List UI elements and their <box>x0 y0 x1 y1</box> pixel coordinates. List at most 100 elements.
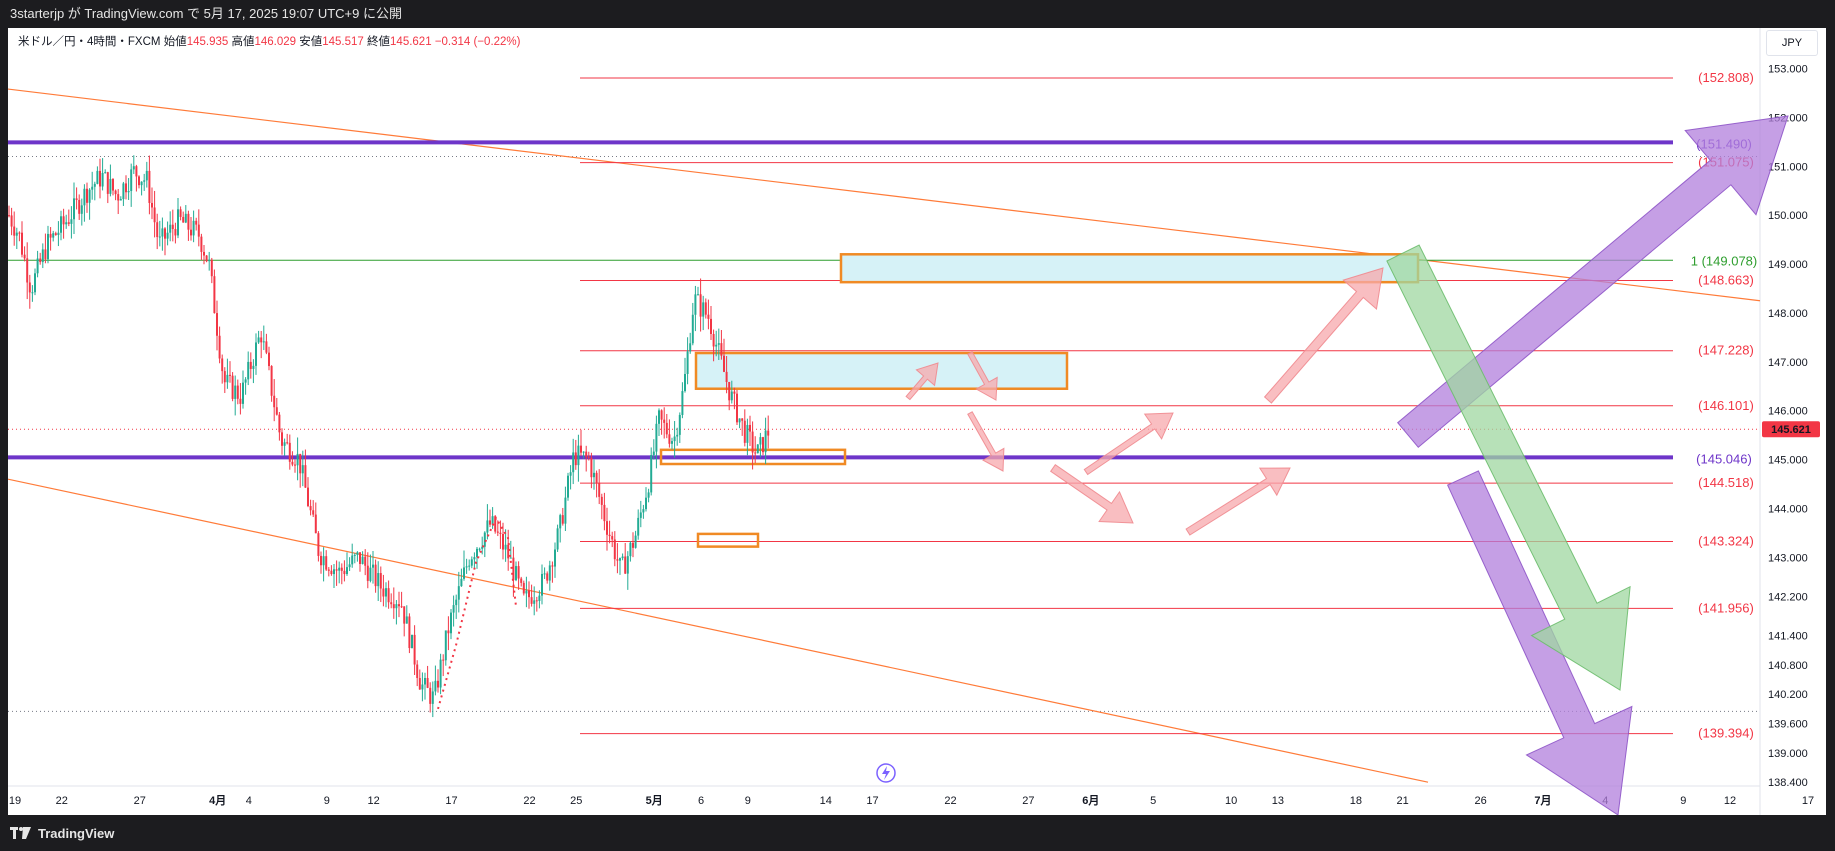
level-label: (144.518) <box>1698 475 1754 490</box>
candle-body <box>296 453 299 466</box>
projection-arrow-down <box>1050 464 1134 524</box>
candle-body <box>320 555 322 566</box>
candle-body <box>504 544 507 550</box>
candle-body <box>548 565 551 581</box>
legend-high-label: 高値 <box>231 36 255 48</box>
candle-body <box>533 600 536 604</box>
candle-body <box>665 422 668 435</box>
candle-body <box>200 236 203 252</box>
currency-button[interactable]: JPY <box>1766 30 1818 56</box>
candle-body <box>535 600 538 602</box>
candle-body <box>426 677 429 688</box>
projection-arrow-up <box>905 362 939 401</box>
x-tick-label: 6 <box>698 795 704 807</box>
candle-body <box>273 395 276 408</box>
candle-body <box>156 222 159 238</box>
y-tick-label: 142.200 <box>1768 591 1808 603</box>
candle-body <box>460 578 463 587</box>
candle-body <box>736 393 738 423</box>
publish-header: 3starterjp が TradingView.com で 5月 17, 20… <box>0 0 1835 28</box>
candle-body <box>478 548 481 550</box>
candle-body <box>676 434 679 437</box>
x-tick-label: 12 <box>367 795 379 807</box>
candle-body <box>509 557 512 559</box>
candle-body <box>26 258 29 283</box>
candle-body <box>301 465 304 474</box>
tradingview-logo[interactable]: TradingView <box>10 824 114 842</box>
candle-body <box>57 232 60 235</box>
candle-body <box>689 343 692 352</box>
candle-body <box>96 170 99 184</box>
candle-body <box>374 564 377 587</box>
y-tick-label: 138.400 <box>1768 777 1808 789</box>
x-tick-label: 4月 <box>209 794 226 807</box>
candle-body <box>663 419 666 423</box>
legend-close-label: 終値 <box>367 36 391 48</box>
candle-body <box>294 464 296 466</box>
y-tick-label: 139.600 <box>1768 719 1808 731</box>
candle-body <box>411 634 413 649</box>
candle-body <box>67 222 70 224</box>
candle-body <box>486 520 489 533</box>
candle-body <box>309 506 312 511</box>
swing-dotted-line <box>437 516 517 710</box>
legend-open-label: 始値 <box>163 36 187 48</box>
candle-body <box>520 578 523 583</box>
level-label: (148.663) <box>1698 273 1754 288</box>
candle-body <box>171 224 174 230</box>
candle-body <box>538 595 541 601</box>
candle-body <box>299 453 302 474</box>
candle-body <box>21 232 23 255</box>
candle-body <box>317 533 320 556</box>
candle-body <box>93 183 96 187</box>
candle-body <box>34 273 36 293</box>
level-label: (146.101) <box>1698 398 1754 413</box>
candle-body <box>619 558 621 561</box>
candle-body <box>390 602 393 605</box>
chart-frame[interactable]: 153.000 152.000 151.000 150.000 149.000 148.0… <box>8 28 1826 815</box>
candle-body <box>114 190 117 195</box>
candle-body <box>608 534 611 537</box>
chart-canvas[interactable]: 153.000152.000151.000150.000149.000148.0… <box>8 28 1826 815</box>
x-tick-label: 4 <box>246 795 252 807</box>
footer-bar: TradingView <box>0 815 1835 851</box>
candle-body <box>600 496 603 505</box>
candle-body <box>418 677 421 690</box>
candle-body <box>413 634 416 665</box>
candle-body <box>421 684 424 690</box>
level-label: (139.394) <box>1698 726 1754 741</box>
candle-body <box>416 664 419 678</box>
candle-body <box>551 565 554 567</box>
candle-body <box>348 564 351 568</box>
candle-body <box>359 552 361 564</box>
small-zone-box <box>696 532 760 548</box>
candle-body <box>122 183 125 200</box>
candle-body <box>725 371 728 382</box>
candle-body <box>626 556 629 574</box>
candle-body <box>629 542 632 557</box>
candle-series <box>8 155 770 718</box>
candle-body <box>112 178 114 191</box>
candle-body <box>491 516 494 525</box>
x-tick-label: 25 <box>570 795 582 807</box>
x-tick-label: 18 <box>1350 795 1362 807</box>
lower-trendline <box>8 478 1429 783</box>
x-tick-label: 13 <box>1272 795 1284 807</box>
candle-body <box>668 434 671 444</box>
candle-body <box>70 219 73 224</box>
candle-body <box>140 181 143 186</box>
candle-body <box>671 441 673 444</box>
candle-body <box>249 361 252 369</box>
candle-body <box>515 566 517 581</box>
candle-body <box>366 565 369 581</box>
candle-body <box>304 465 307 488</box>
candle-body <box>496 531 499 533</box>
candle-body <box>15 232 18 236</box>
candle-body <box>712 333 715 347</box>
candle-body <box>512 557 515 581</box>
candle-body <box>10 215 13 227</box>
candle-body <box>593 472 595 478</box>
candle-body <box>44 249 47 260</box>
candle-body <box>517 566 520 579</box>
green-projection-arrow-down <box>1386 244 1631 691</box>
